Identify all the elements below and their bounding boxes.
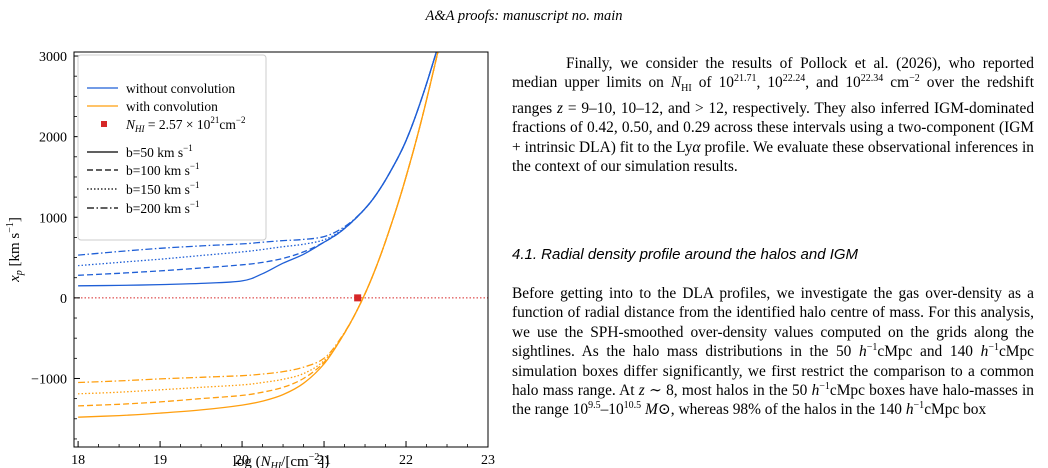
y-tick-label: 2000 [39,131,67,146]
legend-marker [101,121,107,127]
x-tick-label: 21 [317,453,331,468]
journal-name: A&A proofs [425,8,495,24]
series-line-3 [78,52,438,267]
legend-label: with convolution [126,99,218,114]
legend-label: without convolution [126,81,235,96]
x-tick-label: 20 [235,453,249,468]
legend-label: b=100 km s−1 [126,161,199,178]
x-axis-label: log (NHI/[cm−2]) [233,452,330,468]
legend-box [77,54,267,241]
section-heading: 4.1. Radial density profile around the h… [512,246,859,263]
chart-svg: 18 19 20 21 22 23 −1000 0 1000 2000 3000 log (NHI/[… [5,50,495,468]
series-line-4 [78,52,438,256]
plot-frame [73,51,489,448]
y-tick-label: 1000 [39,211,67,226]
y-tick-label: 3000 [39,50,67,65]
legend-label: b=200 km s−1 [126,199,199,216]
manuscript-label: : manuscript no. main [494,8,623,24]
y-tick-label: 0 [60,292,67,307]
x-tick-label: 19 [153,453,167,468]
legend-label: NHI = 2.57 × 1021cm−2 [125,115,245,134]
figure-xp-vs-nhi: 18 19 20 21 22 23 −1000 0 1000 2000 3000 log (NHI/[… [0,30,510,468]
y-tick-label: −1000 [31,372,67,387]
y-axis-label: xp [km s−1] [5,217,25,283]
paragraph-pollock: Finally, we consider the results of Poll… [512,55,1035,176]
x-tick-label: 23 [481,453,495,468]
legend-label: b=50 km s−1 [126,143,193,160]
x-tick-label: 22 [399,453,413,468]
paragraph-radial-density: Before getting into to the DLA profiles,… [512,285,1034,419]
nhi-marker [354,294,362,302]
series-line-7 [78,52,439,395]
running-header: A&A proofs: manuscript no. main [0,8,1048,25]
x-tick-label: 18 [71,453,85,468]
legend-label: b=150 km s−1 [126,180,199,197]
